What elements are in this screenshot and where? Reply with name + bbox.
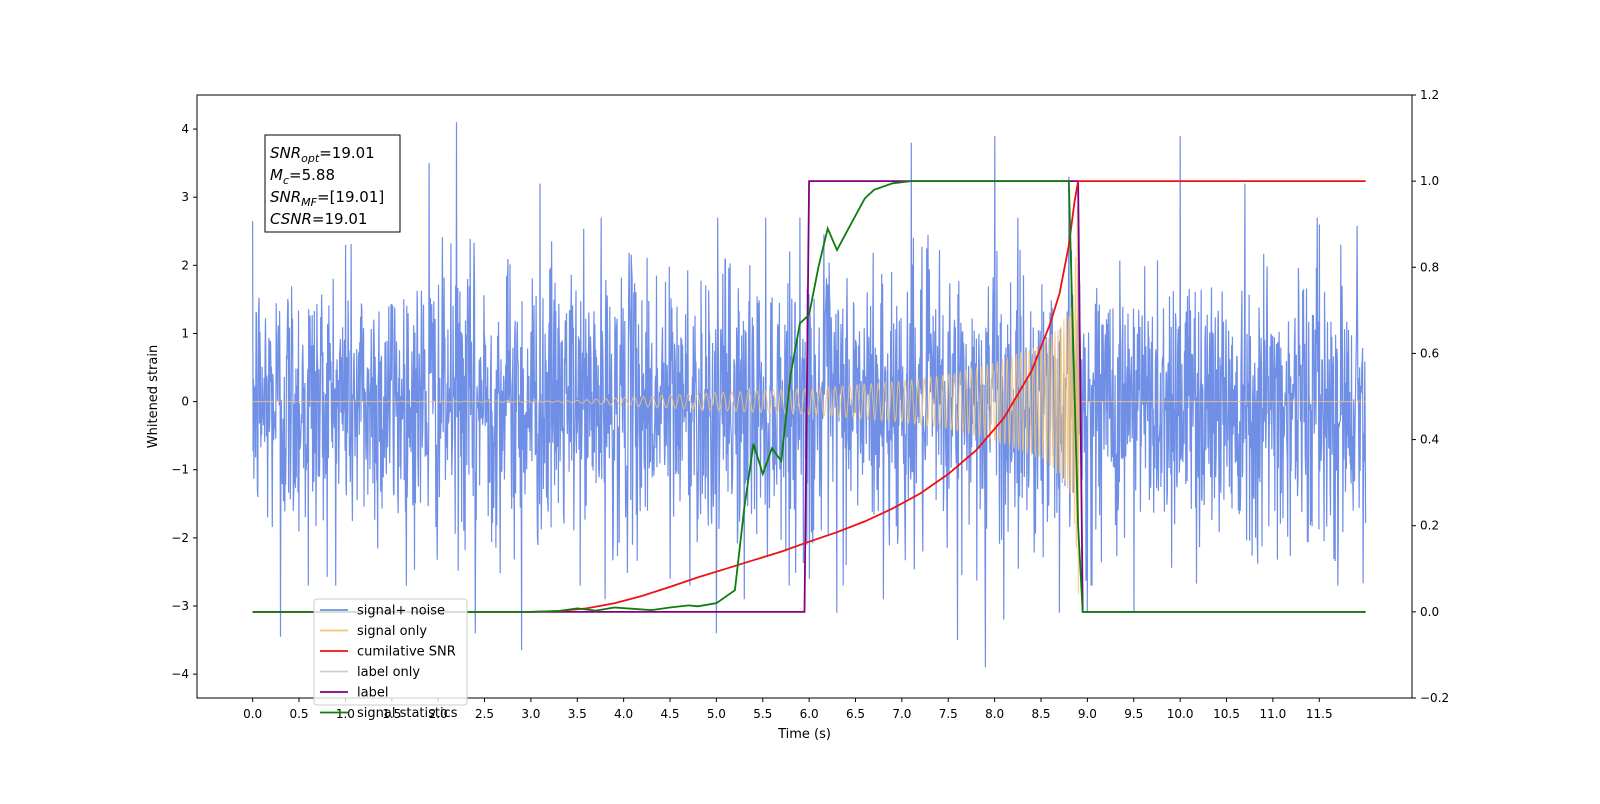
y-tick-label: 4 (181, 122, 189, 136)
x-tick-label: 1.5 (382, 707, 401, 721)
x-tick-label: 6.0 (800, 707, 819, 721)
y2-tick-label: 0.6 (1420, 346, 1439, 360)
legend: signal+ noise signal only cumilative SNR la… (313, 598, 468, 721)
x-tick-label: 5.5 (753, 707, 772, 721)
annotation-line: SNRMF=[19.01] (270, 188, 384, 209)
y-tick-label: −3 (171, 599, 189, 613)
x-tick-label: 9.5 (1124, 707, 1143, 721)
y-tick-label: 3 (181, 190, 189, 204)
x-tick-label: 10.5 (1213, 707, 1240, 721)
legend-label: signal+ noise (357, 604, 445, 619)
x-tick-label: 11.5 (1306, 707, 1333, 721)
annotation-line: SNRopt=19.01 (270, 144, 375, 165)
x-axis-label: Time (s) (777, 727, 831, 742)
annotation-line: CSNR=19.01 (270, 210, 367, 228)
x-tick-label: 0.0 (243, 707, 262, 721)
x-tick-label: 2.0 (429, 707, 448, 721)
x-tick-label: 8.5 (1031, 707, 1050, 721)
x-tick-label: 11.0 (1260, 707, 1287, 721)
y-axis-left: −4 −3 −2 −1 0 1 2 3 4 (171, 122, 197, 681)
y-tick-label: −4 (171, 667, 189, 681)
series-signal-noise (252, 122, 1367, 668)
axes-frame (196, 94, 1413, 699)
x-tick-label: 8.0 (985, 707, 1004, 721)
plot-area (252, 122, 1367, 668)
annotation-line: Mc=5.88 (270, 166, 335, 187)
y-axis-label: Whitened strain (146, 345, 161, 448)
y2-tick-label: 0.2 (1420, 519, 1439, 533)
x-tick-label: 10.0 (1167, 707, 1194, 721)
y2-tick-label: 1.2 (1420, 88, 1439, 102)
x-tick-label: 1.0 (336, 707, 355, 721)
legend-label: label (357, 686, 388, 701)
annotation-box: SNRopt=19.01Mc=5.88SNRMF=[19.01]CSNR=19.… (264, 134, 401, 233)
annotation-frame (264, 134, 401, 233)
y2-tick-label: 0.8 (1420, 260, 1439, 274)
legend-label: signal only (357, 624, 427, 639)
y-tick-label: 2 (181, 258, 189, 272)
x-tick-label: 4.0 (614, 707, 633, 721)
x-tick-label: 9.0 (1078, 707, 1097, 721)
y2-tick-label: 1.0 (1420, 174, 1439, 188)
y2-tick-label: −0.2 (1420, 691, 1449, 705)
x-tick-label: 0.5 (289, 707, 308, 721)
x-tick-label: 6.5 (846, 707, 865, 721)
x-tick-label: 5.0 (707, 707, 726, 721)
y-tick-label: 1 (181, 326, 189, 340)
legend-label: signal statistics (357, 706, 458, 721)
legend-label: cumilative SNR (357, 645, 456, 660)
x-tick-label: 7.0 (892, 707, 911, 721)
y-tick-label: −1 (171, 463, 189, 477)
x-tick-label: 7.5 (939, 707, 958, 721)
y-tick-label: 0 (181, 395, 189, 409)
x-axis: 0.0 0.5 1.0 1.5 2.0 2.5 3.0 3.5 4.0 4.5 5.0 5.5 6.0 6… (243, 698, 1333, 721)
y2-tick-label: 0.0 (1420, 605, 1439, 619)
y-axis-right: −0.2 0.0 0.2 0.4 0.6 0.8 1.0 1.2 (1412, 88, 1449, 705)
series-cumulative-snr (252, 180, 1366, 613)
x-tick-label: 2.5 (475, 707, 494, 721)
series-signal-statistics (252, 180, 1366, 613)
x-tick-label: 4.5 (660, 707, 679, 721)
y-tick-label: −2 (171, 531, 189, 545)
series-signal-only (252, 206, 1366, 595)
x-tick-label: 3.5 (568, 707, 587, 721)
y2-tick-label: 0.4 (1420, 433, 1439, 447)
legend-frame (313, 598, 468, 706)
x-tick-label: 3.0 (521, 707, 540, 721)
legend-label: label only (357, 665, 420, 680)
